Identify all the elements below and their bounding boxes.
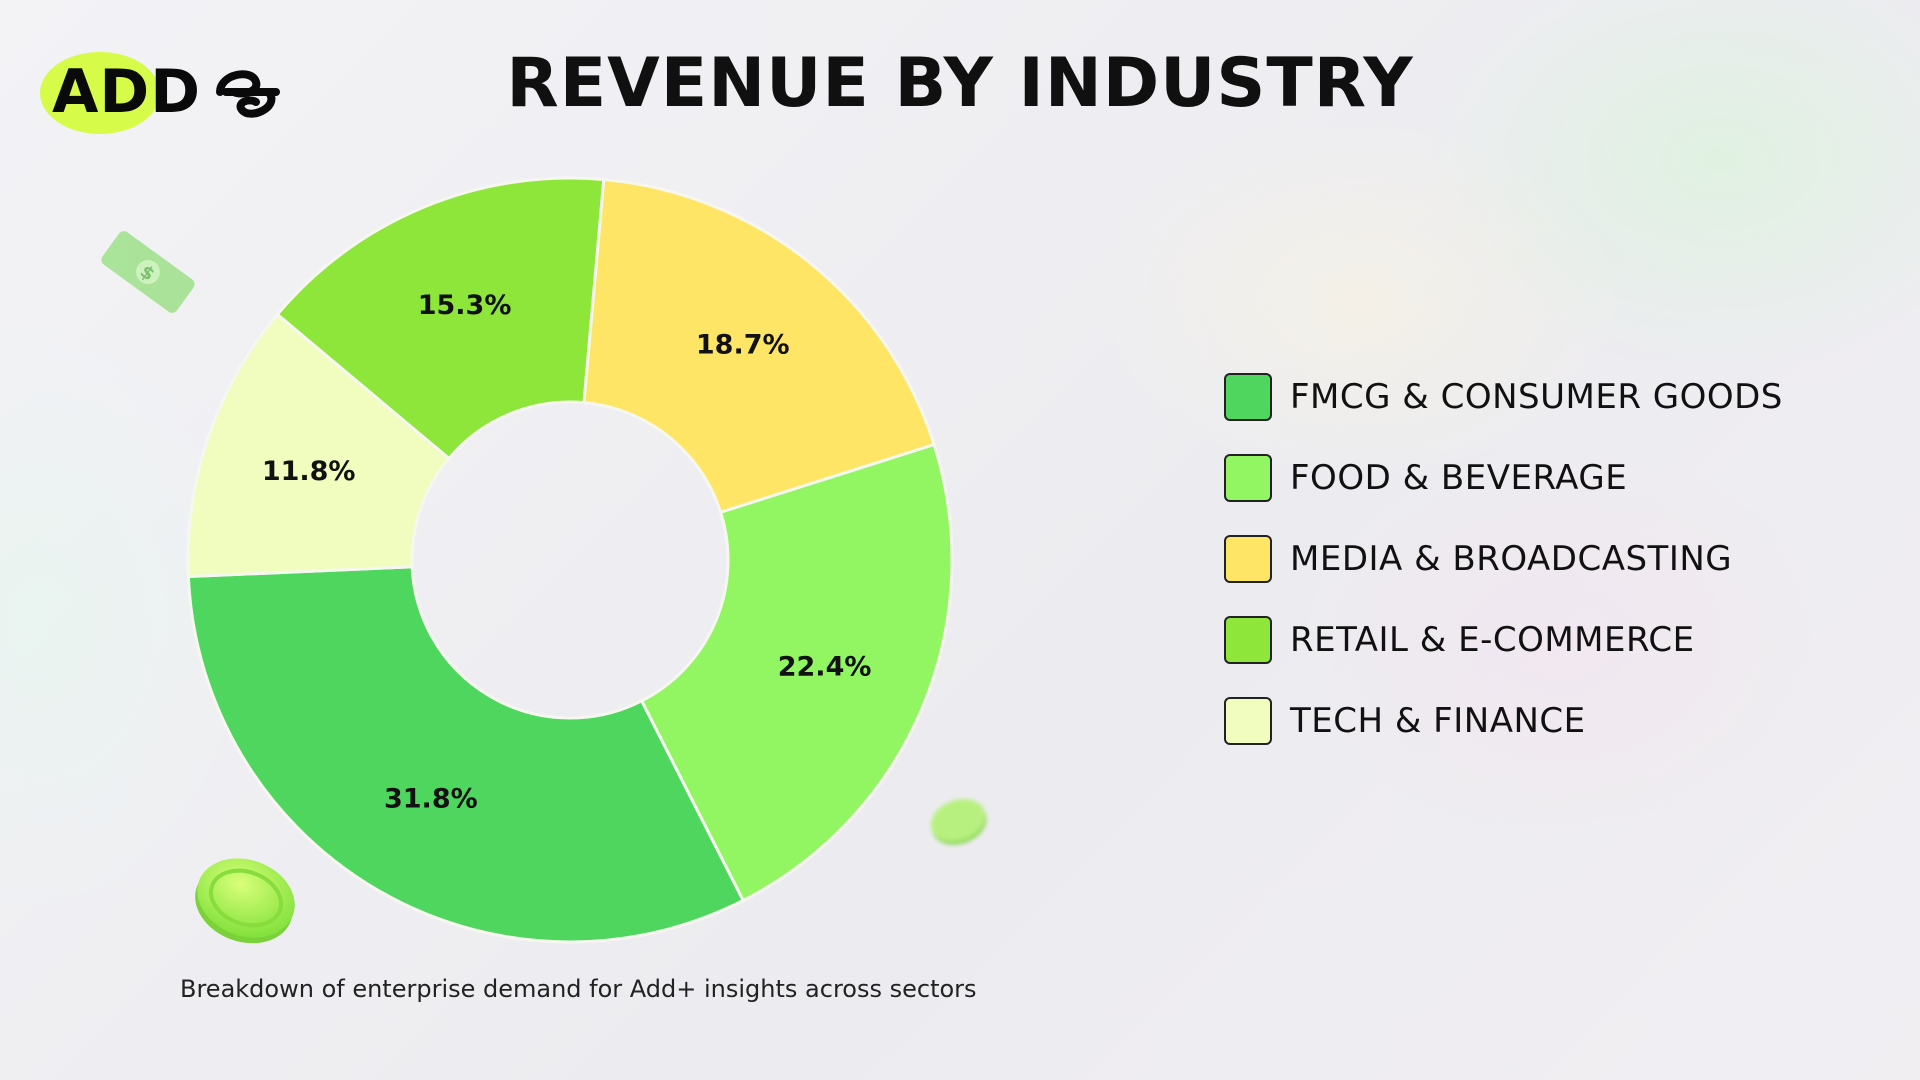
legend-item: FOOD & BEVERAGE xyxy=(1224,451,1783,505)
chart-legend: FMCG & CONSUMER GOODS FOOD & BEVERAGE ME… xyxy=(1224,370,1783,775)
slice-value-label: 18.7% xyxy=(696,330,790,361)
legend-swatch xyxy=(1224,697,1272,745)
legend-swatch xyxy=(1224,373,1272,421)
logo-blob xyxy=(40,52,160,134)
legend-label: FMCG & CONSUMER GOODS xyxy=(1290,377,1783,417)
donut-slice xyxy=(275,176,606,461)
legend-item: TECH & FINANCE xyxy=(1224,694,1783,748)
donut-slice xyxy=(639,442,954,903)
slice-value-label: 22.4% xyxy=(778,652,872,683)
money-bill-icon: $ xyxy=(101,231,195,313)
legend-swatch xyxy=(1224,616,1272,664)
legend-item: RETAIL & E-COMMERCE xyxy=(1224,613,1783,667)
logo-plus-mark-icon xyxy=(216,70,280,118)
legend-label: TECH & FINANCE xyxy=(1290,701,1586,741)
brand-logo: ADD xyxy=(40,48,290,138)
slice-value-label: 31.8% xyxy=(384,783,478,814)
slice-value-label: 15.3% xyxy=(418,290,512,321)
legend-swatch xyxy=(1224,535,1272,583)
donut-slice xyxy=(582,177,937,515)
coin-icon xyxy=(195,858,295,944)
page-title: REVENUE BY INDUSTRY xyxy=(506,44,1414,123)
legend-swatch xyxy=(1224,454,1272,502)
legend-item: MEDIA & BROADCASTING xyxy=(1224,532,1783,586)
legend-label: MEDIA & BROADCASTING xyxy=(1290,539,1733,579)
legend-label: RETAIL & E-COMMERCE xyxy=(1290,620,1695,660)
donut-slice xyxy=(186,312,452,579)
logo-text: ADD xyxy=(52,57,202,127)
legend-label: FOOD & BEVERAGE xyxy=(1290,458,1628,498)
slice-value-label: 11.8% xyxy=(262,456,356,487)
coin-icon xyxy=(930,798,987,845)
chart-caption: Breakdown of enterprise demand for Add+ … xyxy=(180,975,977,1003)
legend-item: FMCG & CONSUMER GOODS xyxy=(1224,370,1783,424)
donut-slice xyxy=(186,565,746,944)
